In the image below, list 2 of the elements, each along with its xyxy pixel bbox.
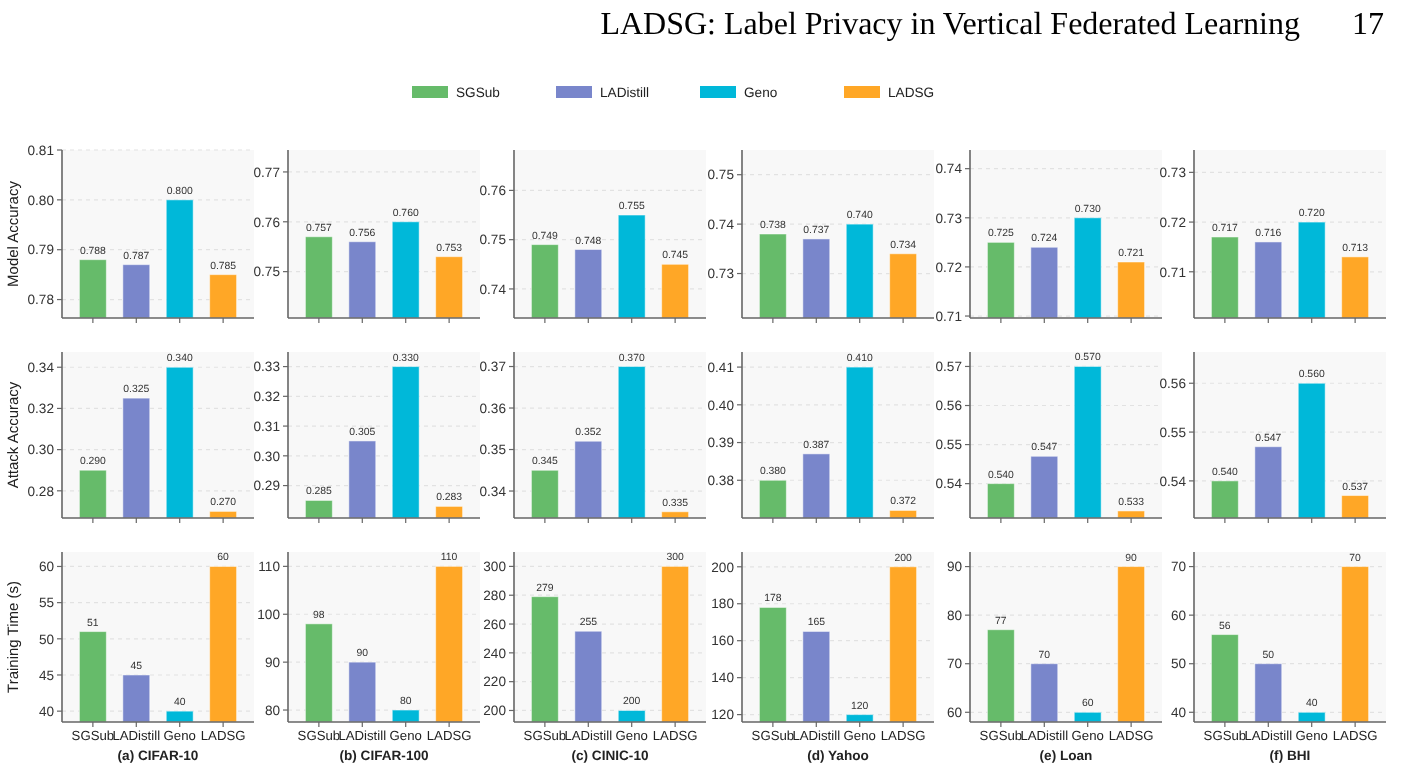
text: 17 [1352, 8, 1384, 42]
text: LADSG: Label Privacy in Vertical Federated Learning [600, 8, 1300, 42]
